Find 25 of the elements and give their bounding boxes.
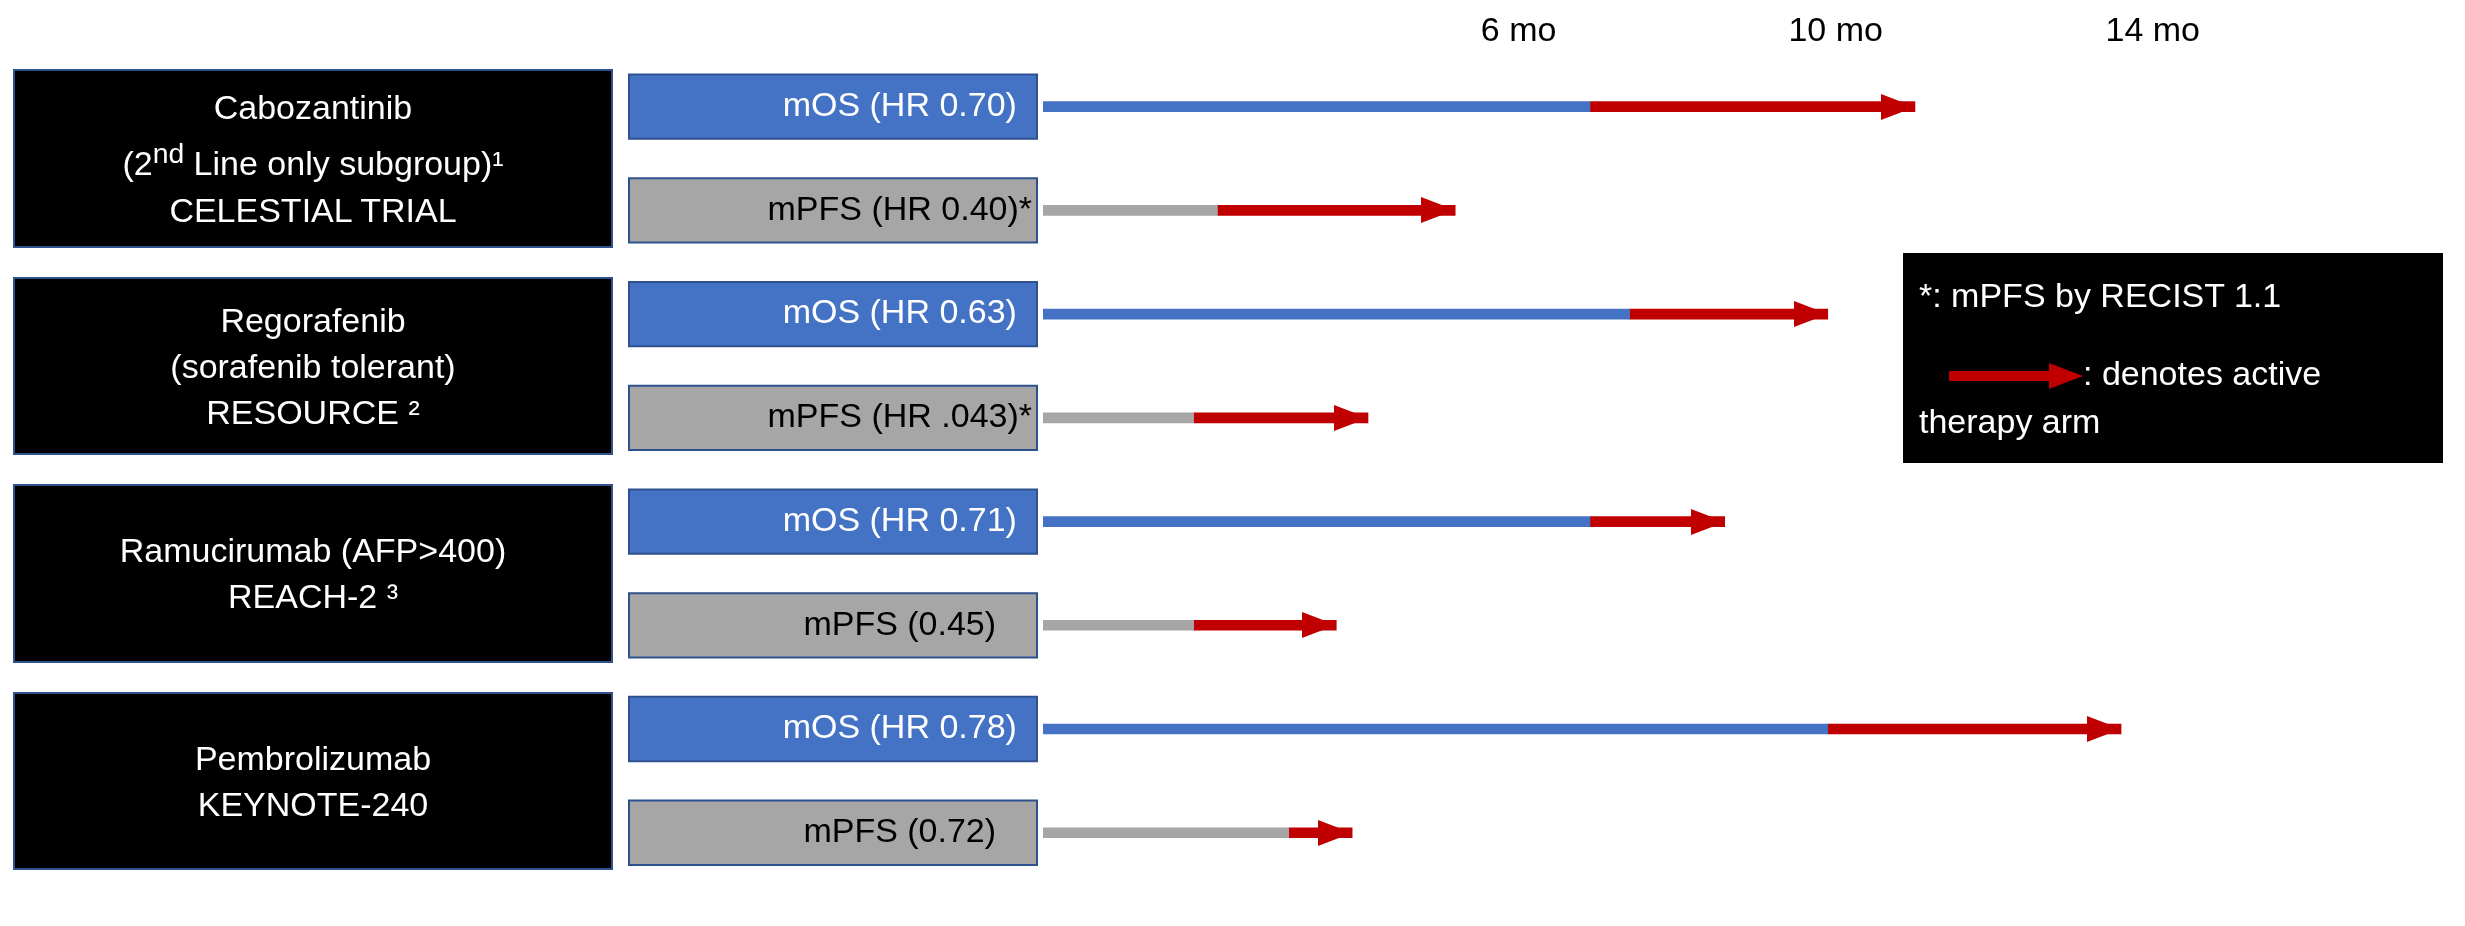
text: Regorafenib (sorafenib tolerant) RESOURCE ²	[170, 299, 456, 433]
text: Cabozantinib (2$^{nd}$ Line only subgroup)¹ CELESTIAL TRIAL	[122, 88, 504, 229]
text: Ramucirumab (AFP>400) REACH-2 ³	[119, 530, 507, 618]
text: Pembrolizumab KEYNOTE-240	[194, 737, 432, 825]
y-tick-label: mPFS (0.72)	[803, 811, 997, 850]
bar	[1043, 723, 1829, 735]
y-tick-label: mPFS (HR .043)*	[767, 396, 1032, 435]
bar	[1043, 412, 1194, 424]
y-tick-label: mOS (HR 0.63)	[782, 292, 1017, 331]
bar	[1043, 619, 1194, 631]
y-tick-label: mPFS (HR 0.40)*	[767, 188, 1032, 227]
bar	[1043, 308, 1630, 320]
x-tick-label: 10 mo	[1788, 9, 1883, 48]
y-tick-label: mOS (HR 0.71)	[782, 499, 1017, 538]
x-tick-label: 14 mo	[2105, 9, 2200, 48]
bar	[1043, 516, 1591, 527]
y-tick-label: mPFS (0.45)	[803, 603, 997, 642]
y-tick-label: mOS (HR 0.78)	[782, 707, 1017, 746]
bar	[1043, 101, 1591, 112]
y-tick-label: mOS (HR 0.70)	[782, 85, 1017, 124]
bar	[1043, 205, 1218, 216]
bar	[1043, 827, 1290, 839]
x-tick-label: 6 mo	[1480, 9, 1557, 48]
legend-label: : denotes active therapy arm	[1919, 354, 2322, 440]
annotation: *: mPFS by RECIST 1.1	[1919, 275, 2283, 316]
